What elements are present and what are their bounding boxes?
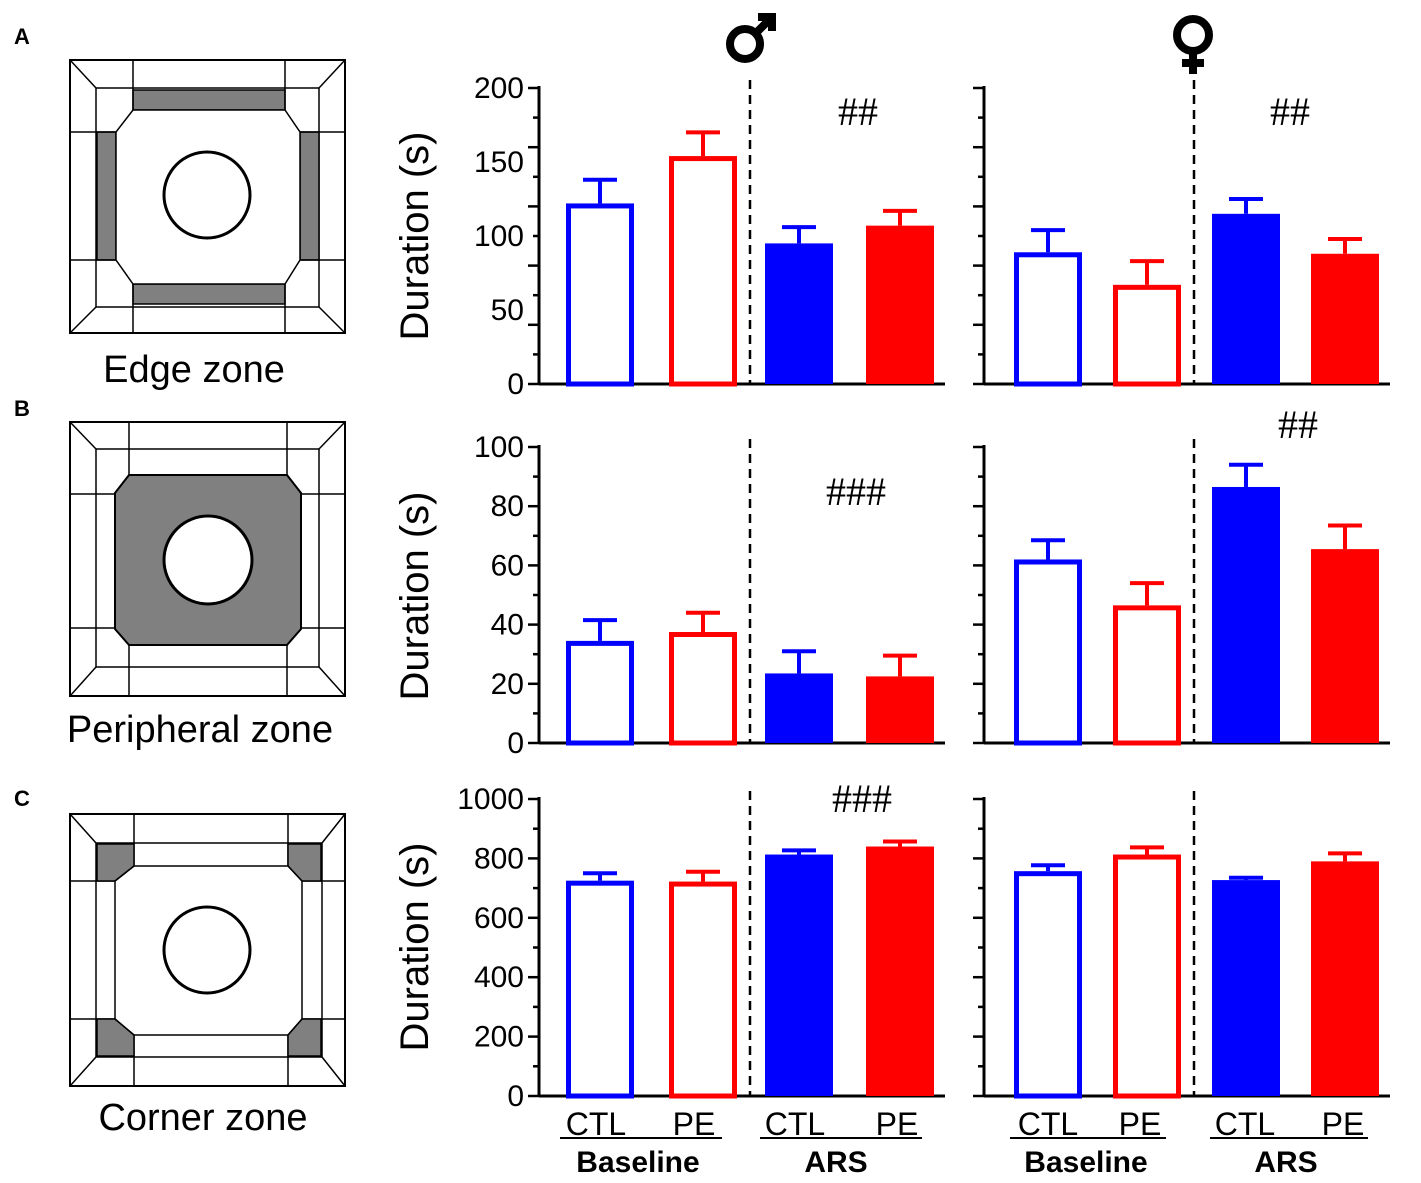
edge-zone-right <box>299 131 320 261</box>
bar-baseline-ctl-female <box>1014 559 1082 746</box>
bar-baseline-ctl-female <box>1014 252 1082 387</box>
bar-baseline-pe-female <box>1113 284 1181 387</box>
y-tick-label: 600 <box>474 902 524 935</box>
y-tick-label: 40 <box>491 609 524 642</box>
chart-edge-female: ## <box>973 80 1390 387</box>
y-tick-label: 60 <box>491 549 524 582</box>
chart-peripheral-female: ## <box>973 402 1390 746</box>
y-tick-label: 0 <box>507 727 524 760</box>
bar-ars-pe-male <box>866 676 934 743</box>
zone-label-peripheral: Peripheral zone <box>67 709 333 751</box>
bar-baseline-pe-female <box>1113 605 1181 746</box>
corner-zone-tl <box>96 843 135 882</box>
bar-baseline-ctl-male <box>566 880 634 1099</box>
panel-label-b: B <box>14 396 30 421</box>
corner-zone-br <box>287 1018 322 1057</box>
bar-ars-pe-male <box>866 225 934 384</box>
chart-corner-male: 0 200 400 600 800 1000 ### <box>457 776 945 1113</box>
y-tick-label: 150 <box>474 146 524 179</box>
bar-baseline-ctl-female <box>1014 871 1082 1099</box>
y-tick-label: 1000 <box>457 783 524 816</box>
chart-edge-male: 0 50 100 150 200 ## <box>474 72 945 401</box>
bar-ars-ctl-female <box>1212 486 1280 743</box>
y-tick-label: 80 <box>491 490 524 523</box>
bar-ars-ctl-female <box>1212 880 1280 1096</box>
y-tick-label: 0 <box>507 1080 524 1113</box>
y-axis-title-b: Duration (s) <box>393 492 437 701</box>
y-tick-label: 20 <box>491 668 524 701</box>
bar-baseline-ctl-male <box>566 640 634 746</box>
group-label-male-ars: ARS <box>804 1146 867 1179</box>
bar-ars-pe-female <box>1311 861 1379 1096</box>
y-tick-label: 800 <box>474 842 524 875</box>
x-tick-female-baseline-pe: PE <box>1119 1106 1162 1142</box>
arena-diagram-peripheral <box>69 421 346 697</box>
zone-label-edge: Edge zone <box>103 349 285 391</box>
chart-corner-female <box>973 791 1390 1099</box>
bar-ars-ctl-male <box>765 673 833 743</box>
group-label-female-baseline: Baseline <box>1024 1146 1147 1179</box>
y-tick-label: 400 <box>474 961 524 994</box>
x-tick-male-baseline-pe: PE <box>673 1106 716 1142</box>
panel-label-a: A <box>14 24 30 49</box>
female-symbol-icon <box>1173 15 1213 74</box>
significance-marker-male: ### <box>826 469 886 514</box>
bar-baseline-pe-male <box>669 632 737 746</box>
bar-ars-pe-female <box>1311 549 1379 743</box>
y-axis-title-a: Duration (s) <box>393 132 437 341</box>
y-tick-label: 100 <box>474 220 524 253</box>
significance-marker-male: ## <box>838 89 878 134</box>
x-tick-male-ars-ctl: CTL <box>765 1106 825 1142</box>
bar-baseline-pe-male <box>669 881 737 1099</box>
y-tick-label: 200 <box>474 72 524 105</box>
x-tick-female-ars-pe: PE <box>1322 1106 1365 1142</box>
significance-marker-male: ### <box>832 776 892 821</box>
x-tick-female-ars-ctl: CTL <box>1215 1106 1275 1142</box>
x-tick-male-baseline-ctl: CTL <box>566 1106 626 1142</box>
zone-label-corner: Corner zone <box>98 1097 307 1139</box>
bar-ars-ctl-female <box>1212 213 1280 384</box>
bar-ars-pe-female <box>1311 253 1379 384</box>
arena-diagram-edge <box>69 59 346 334</box>
y-tick-label: 100 <box>474 431 524 464</box>
significance-marker-female: ## <box>1270 89 1310 134</box>
bar-baseline-pe-female <box>1113 854 1181 1099</box>
bar-ars-pe-male <box>866 846 934 1096</box>
group-label-female-ars: ARS <box>1254 1146 1317 1179</box>
group-label-male-baseline: Baseline <box>576 1146 699 1179</box>
panel-label-c: C <box>14 786 30 811</box>
corner-zone-bl <box>96 1018 135 1057</box>
bar-ars-ctl-male <box>765 854 833 1096</box>
edge-zone-left <box>96 131 117 261</box>
y-axis-title-c: Duration (s) <box>393 843 437 1052</box>
arena-diagram-corner <box>69 813 346 1087</box>
bar-ars-ctl-male <box>765 243 833 384</box>
edge-zone-bottom <box>132 283 286 305</box>
corner-zone-tr <box>287 843 322 882</box>
y-tick-label: 50 <box>491 294 524 327</box>
edge-zone-top <box>132 89 286 111</box>
x-tick-male-ars-pe: PE <box>876 1106 919 1142</box>
significance-marker-female: ## <box>1278 402 1318 447</box>
x-tick-female-baseline-ctl: CTL <box>1018 1106 1078 1142</box>
bar-baseline-ctl-male <box>566 203 634 387</box>
chart-peripheral-male: 0 20 40 60 80 100 ### <box>474 431 945 760</box>
y-tick-label: 0 <box>507 368 524 401</box>
y-tick-label: 200 <box>474 1021 524 1054</box>
bar-baseline-pe-male <box>669 156 737 387</box>
male-symbol-icon <box>726 13 776 63</box>
